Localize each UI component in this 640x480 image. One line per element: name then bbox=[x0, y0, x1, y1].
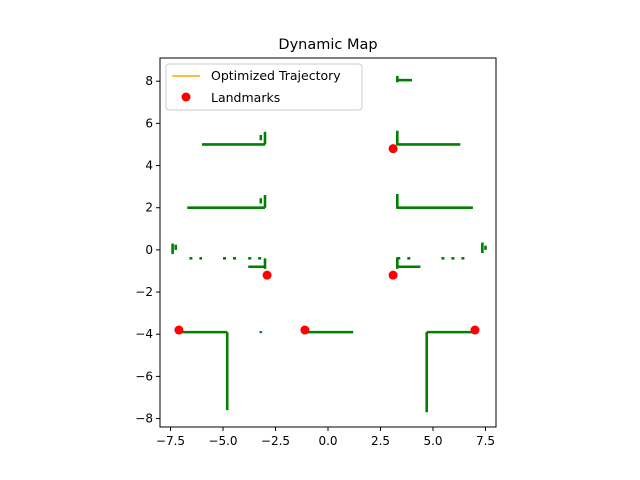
chart-title: Dynamic Map bbox=[278, 37, 377, 53]
x-tick-label: 2.5 bbox=[371, 434, 390, 448]
y-tick-label: −8 bbox=[135, 412, 153, 426]
landmark-point bbox=[388, 270, 398, 280]
legend-trajectory-label: Optimized Trajectory bbox=[211, 68, 341, 83]
landmark-point bbox=[262, 270, 272, 280]
y-axis-ticks: −8 −6 −4 −2 0 2 4 6 8 bbox=[135, 74, 160, 426]
y-tick-label: −2 bbox=[135, 285, 153, 299]
x-tick-label: −7.5 bbox=[156, 434, 185, 448]
y-tick-label: 8 bbox=[145, 74, 153, 88]
y-tick-label: 2 bbox=[145, 201, 153, 215]
legend-landmarks-swatch bbox=[181, 92, 191, 102]
landmark-point bbox=[300, 325, 310, 335]
x-tick-label: −5.0 bbox=[208, 434, 237, 448]
legend-box bbox=[165, 63, 363, 111]
x-tick-label: −2.5 bbox=[261, 434, 290, 448]
legend: Optimized Trajectory Landmarks bbox=[165, 63, 363, 111]
landmark-point bbox=[470, 325, 480, 335]
x-tick-label: 7.5 bbox=[476, 434, 495, 448]
y-tick-label: 0 bbox=[145, 243, 153, 257]
x-tick-label: 0.0 bbox=[318, 434, 337, 448]
landmark-point bbox=[388, 144, 398, 154]
legend-landmarks-label: Landmarks bbox=[211, 90, 280, 105]
landmark-point bbox=[174, 325, 184, 335]
y-tick-label: −4 bbox=[135, 327, 153, 341]
y-tick-label: 4 bbox=[145, 159, 153, 173]
y-tick-label: 6 bbox=[145, 116, 153, 130]
y-tick-label: −6 bbox=[135, 369, 153, 383]
x-tick-label: 5.0 bbox=[423, 434, 442, 448]
x-axis-ticks: −7.5 −5.0 −2.5 0.0 2.5 5.0 7.5 bbox=[156, 427, 495, 448]
chart-marks bbox=[171, 75, 487, 413]
plot-area: −7.5 −5.0 −2.5 0.0 2.5 5.0 7.5 −8 −6 −4 −2 0 2 4 6 8 bbox=[135, 57, 497, 448]
